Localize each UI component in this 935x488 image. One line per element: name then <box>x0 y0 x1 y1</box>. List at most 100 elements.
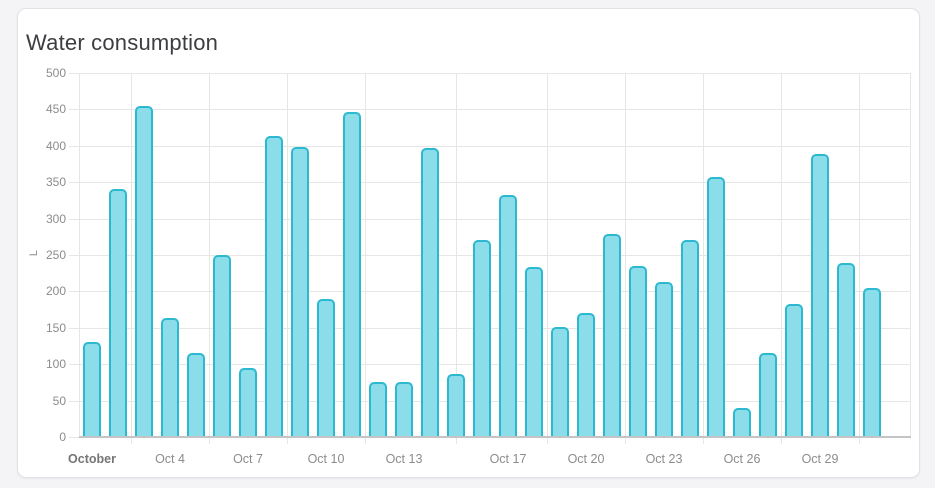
bar-oct-4[interactable] <box>161 318 179 437</box>
horizontal-gridline <box>79 327 911 329</box>
water-consumption-chart: L 0 50 100 150 200 250 300 350 400 450 500 October O… <box>18 9 921 479</box>
bar-oct-26[interactable] <box>733 408 751 437</box>
bar-oct-30[interactable] <box>837 263 855 437</box>
bar-oct-6[interactable] <box>213 255 231 437</box>
y-tick-label: 100 <box>45 357 66 372</box>
x-tick-label: Oct 10 <box>307 452 345 466</box>
plot-area <box>79 73 911 438</box>
y-tick-label: 200 <box>45 284 66 299</box>
horizontal-gridline <box>79 218 911 220</box>
vertical-gridline <box>910 73 911 437</box>
vertical-gridline <box>209 73 210 437</box>
horizontal-gridline <box>79 182 911 184</box>
bar-oct-13[interactable] <box>395 382 413 437</box>
x-tick-mark <box>131 437 132 444</box>
y-tick-label: 400 <box>45 138 66 153</box>
bar-oct-9[interactable] <box>291 147 309 437</box>
horizontal-gridline <box>79 109 911 111</box>
bar-oct-14[interactable] <box>421 148 439 437</box>
bar-oct-12[interactable] <box>369 382 387 437</box>
y-tick-mark <box>69 109 79 111</box>
bar-oct-27[interactable] <box>759 353 777 437</box>
x-tick-label: Oct 13 <box>385 452 423 466</box>
bar-oct-11[interactable] <box>343 112 361 437</box>
vertical-gridline <box>547 73 548 437</box>
vertical-gridline <box>131 73 132 437</box>
x-tick-mark <box>703 437 704 444</box>
y-tick-mark <box>69 400 79 402</box>
bar-oct-2[interactable] <box>109 189 127 437</box>
y-tick-label: 250 <box>45 248 66 262</box>
x-tick-mark <box>456 437 457 444</box>
y-tick-mark <box>69 182 79 184</box>
bar-oct-8[interactable] <box>265 136 283 437</box>
horizontal-gridline <box>79 145 911 147</box>
y-tick-label: 500 <box>45 66 66 80</box>
bar-oct-25[interactable] <box>707 177 725 437</box>
chart-card: Water consumption L 0 50 100 150 200 250 300 35… <box>17 8 920 478</box>
bar-oct-21[interactable] <box>603 234 621 437</box>
x-tick-label: Oct 7 <box>233 452 263 466</box>
bar-oct-7[interactable] <box>239 368 257 437</box>
bar-oct-20[interactable] <box>577 313 595 437</box>
y-tick-label: 300 <box>45 211 66 226</box>
y-tick-label: 0 <box>59 430 66 444</box>
x-tick-mark <box>365 437 366 444</box>
vertical-gridline <box>456 73 457 437</box>
y-tick-mark <box>69 145 79 147</box>
horizontal-gridline <box>79 73 911 74</box>
bar-oct-1[interactable] <box>83 342 101 437</box>
bar-oct-17[interactable] <box>499 195 517 437</box>
vertical-gridline <box>781 73 782 437</box>
y-tick-mark <box>69 218 79 220</box>
bar-oct-18[interactable] <box>525 267 543 437</box>
bar-oct-15[interactable] <box>447 374 465 437</box>
bar-oct-3[interactable] <box>135 106 153 437</box>
y-tick-mark <box>69 73 79 74</box>
y-tick-mark <box>69 291 79 293</box>
y-tick-mark <box>69 437 79 438</box>
x-tick-mark <box>625 437 626 444</box>
y-tick-label: 350 <box>45 175 66 190</box>
vertical-gridline <box>287 73 288 437</box>
x-tick-mark <box>209 437 210 444</box>
bar-oct-23[interactable] <box>655 282 673 437</box>
vertical-gridline <box>703 73 704 437</box>
bar-oct-24[interactable] <box>681 240 699 437</box>
y-tick-mark <box>69 255 79 256</box>
horizontal-gridline <box>79 255 911 256</box>
x-tick-label: Oct 29 <box>801 452 839 466</box>
horizontal-gridline <box>79 364 911 366</box>
bar-oct-16[interactable] <box>473 240 491 437</box>
x-tick-label: Oct 23 <box>645 452 683 466</box>
x-tick-mark <box>859 437 860 444</box>
x-tick-mark <box>547 437 548 444</box>
y-axis-line <box>79 73 80 437</box>
vertical-gridline <box>859 73 860 437</box>
bar-oct-29[interactable] <box>811 154 829 437</box>
bar-oct-10[interactable] <box>317 299 335 437</box>
x-tick-mark <box>781 437 782 444</box>
x-tick-label: Oct 26 <box>723 452 761 466</box>
vertical-gridline <box>625 73 626 437</box>
y-tick-mark <box>69 364 79 366</box>
horizontal-gridline <box>79 400 911 402</box>
x-tick-label: Oct 20 <box>567 452 605 466</box>
bar-oct-22[interactable] <box>629 266 647 437</box>
bar-oct-28[interactable] <box>785 304 803 437</box>
y-tick-label: 50 <box>52 393 66 408</box>
chart-title: Water consumption <box>26 30 219 55</box>
horizontal-gridline <box>79 291 911 293</box>
x-tick-label: Oct 4 <box>155 452 185 466</box>
vertical-gridline <box>365 73 366 437</box>
x-tick-label: October <box>68 452 116 466</box>
y-tick-label: 150 <box>45 320 66 335</box>
x-tick-mark <box>287 437 288 444</box>
x-axis-line <box>79 436 911 438</box>
bar-oct-31[interactable] <box>863 288 881 437</box>
y-tick-label: 450 <box>45 102 66 117</box>
y-tick-mark <box>69 327 79 329</box>
bar-oct-19[interactable] <box>551 327 569 437</box>
bar-oct-5[interactable] <box>187 353 205 437</box>
